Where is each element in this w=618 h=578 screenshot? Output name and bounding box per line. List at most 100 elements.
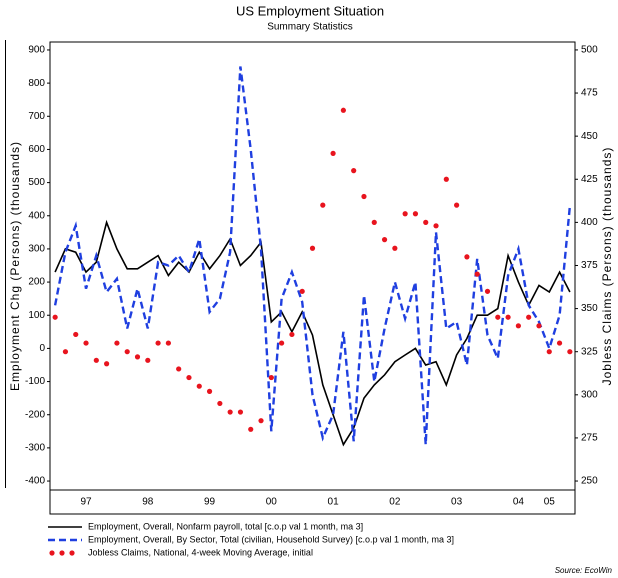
data-point xyxy=(145,357,151,363)
y-tick-label: -200 xyxy=(25,409,45,420)
y-tick-label: -400 xyxy=(25,476,45,487)
y2-tick-label: 275 xyxy=(581,433,598,444)
x-tick-label: 00 xyxy=(266,497,278,508)
y2-axis-label: Jobless Claims (Persons) (thousands) xyxy=(600,147,614,386)
chart-title: US Employment Situation xyxy=(236,3,384,18)
x-tick-label: 04 xyxy=(513,497,525,508)
data-point xyxy=(217,400,223,407)
data-point xyxy=(176,366,182,372)
x-tick-label: 03 xyxy=(451,497,463,508)
data-point xyxy=(381,237,388,243)
y-tick-label: 600 xyxy=(28,144,45,155)
y-tick-label: 800 xyxy=(28,78,45,89)
y2-tick-label: 450 xyxy=(581,131,598,142)
data-point xyxy=(73,331,79,338)
x-tick-label: 05 xyxy=(544,497,556,508)
data-point xyxy=(104,361,110,367)
plot-frame xyxy=(49,41,576,491)
y2-tick-label: 300 xyxy=(581,389,598,400)
data-point xyxy=(423,219,429,225)
x-tick-label: 02 xyxy=(389,497,401,508)
y-tick-label: 100 xyxy=(28,310,45,321)
y2-tick-label: 375 xyxy=(581,260,598,271)
legend-label: Employment, Overall, Nonfarm payroll, to… xyxy=(88,521,363,531)
x-tick-label: 97 xyxy=(80,497,92,508)
data-point xyxy=(268,374,274,381)
data-point xyxy=(505,314,511,320)
legend-label: Jobless Claims, National, 4-week Moving … xyxy=(88,547,313,557)
data-point xyxy=(361,193,367,200)
y-tick-label: 500 xyxy=(28,177,45,188)
data-point xyxy=(433,223,439,229)
data-point xyxy=(248,426,254,432)
data-point xyxy=(114,340,120,346)
data-point xyxy=(340,107,346,113)
data-point xyxy=(62,349,69,355)
y-tick-label: 900 xyxy=(28,45,45,56)
data-point xyxy=(196,383,202,389)
legend-swatch xyxy=(49,550,55,556)
y2-tick-label: 400 xyxy=(581,217,598,228)
data-point xyxy=(443,176,449,182)
data-point xyxy=(279,340,285,346)
y-tick-label: -100 xyxy=(25,376,45,387)
data-point xyxy=(495,314,501,320)
data-point xyxy=(556,340,563,346)
source: Source: EcoWin xyxy=(555,566,613,575)
data-point xyxy=(412,211,419,217)
y2-tick-label: 425 xyxy=(581,174,598,185)
data-point xyxy=(309,245,316,251)
x-tick-label: 01 xyxy=(328,497,340,508)
data-point xyxy=(258,418,264,424)
data-point xyxy=(52,314,58,320)
y-tick-label: -300 xyxy=(25,443,45,454)
data-point xyxy=(454,202,460,208)
y-tick-label: 400 xyxy=(28,210,45,221)
data-point xyxy=(134,354,141,360)
y-tick-label: 0 xyxy=(39,343,45,354)
y2-tick-label: 350 xyxy=(581,303,598,314)
y2-tick-label: 325 xyxy=(581,346,598,357)
data-point xyxy=(155,340,161,346)
x-axis-band xyxy=(49,489,576,515)
legend-swatch xyxy=(69,550,75,556)
y-axis-label: Employment Chg (Persons) (thousands) xyxy=(8,141,22,391)
data-point xyxy=(526,314,532,320)
data-point xyxy=(546,349,552,355)
frame-edge xyxy=(5,40,6,488)
data-point xyxy=(351,168,357,174)
series-line xyxy=(54,219,571,447)
y2-tick-label: 500 xyxy=(581,45,598,56)
data-point xyxy=(371,219,377,225)
data-point xyxy=(402,211,408,217)
y-tick-label: 200 xyxy=(28,277,45,288)
data-point xyxy=(237,409,244,415)
legend-label: Employment, Overall, By Sector, Total (c… xyxy=(88,534,454,544)
data-point xyxy=(227,409,233,415)
y-tick-label: 300 xyxy=(28,244,45,255)
x-tick-label: 98 xyxy=(142,497,154,508)
data-point xyxy=(474,271,480,277)
y-tick-label: 700 xyxy=(28,111,45,122)
data-point xyxy=(165,340,171,346)
data-point xyxy=(515,323,521,329)
data-point xyxy=(186,374,192,381)
data-point xyxy=(536,323,542,329)
data-point xyxy=(124,349,130,355)
data-point xyxy=(299,288,305,294)
data-point xyxy=(320,202,326,208)
x-tick-label: 99 xyxy=(204,497,216,508)
data-point xyxy=(289,331,295,338)
data-point xyxy=(93,357,99,363)
data-point xyxy=(330,150,336,156)
y2-tick-label: 250 xyxy=(581,476,598,487)
data-point xyxy=(206,388,213,394)
series-line xyxy=(53,66,572,445)
data-point xyxy=(392,245,398,251)
data-point xyxy=(567,349,573,355)
chart-subtitle: Summary Statistics xyxy=(267,22,353,33)
y2-tick-label: 475 xyxy=(581,88,598,99)
legend-swatch xyxy=(59,550,65,556)
data-point xyxy=(83,340,89,346)
